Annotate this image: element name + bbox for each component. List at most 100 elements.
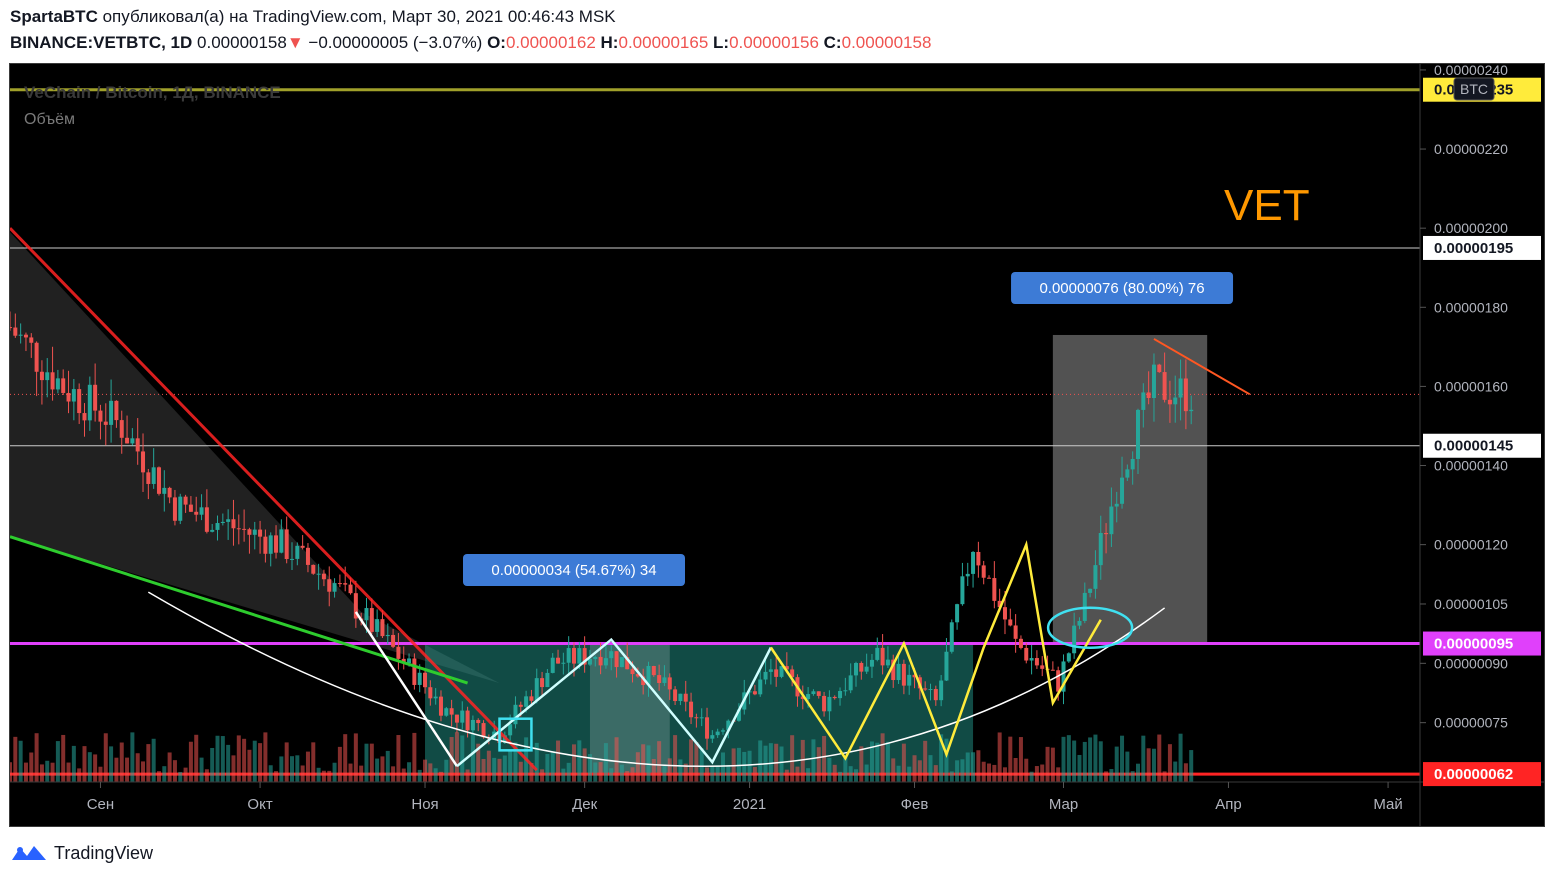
tradingview-footer[interactable]: TradingView (10, 842, 153, 864)
candle-body (1008, 619, 1013, 626)
volume-bar (1109, 769, 1114, 782)
y-tick-label: 0.00000220 (1434, 141, 1508, 157)
candle-body (933, 689, 938, 701)
chart-area[interactable]: 0.00000034 (54.67%) 34 0.00000076 (80.00%… (9, 63, 1545, 827)
candle-body (401, 658, 406, 664)
volume-bar (82, 746, 87, 782)
volume-bar (470, 734, 475, 782)
volume-bar (1008, 736, 1013, 782)
candle-body (566, 648, 571, 663)
down-arrow-icon: ▼ (286, 33, 304, 52)
volume-bar (204, 769, 209, 782)
volume-bar (1136, 763, 1140, 782)
volume-bar (508, 751, 513, 782)
volume-bar (619, 764, 624, 782)
candle-body (752, 691, 757, 695)
volume-bar (268, 765, 273, 782)
volume-bar (93, 754, 98, 782)
volume-bar (109, 746, 114, 782)
volume-bar (880, 733, 885, 782)
candle-body (609, 651, 614, 659)
volume-bar (162, 766, 167, 782)
volume-bar (726, 764, 731, 782)
volume-bar (992, 764, 997, 782)
currency-badge (1453, 77, 1495, 101)
candle-body (816, 691, 821, 696)
ohlc-line: BINANCE:VETBTC, 1D 0.00000158▼ −0.000000… (10, 33, 931, 53)
volume-bar (1034, 766, 1039, 782)
low-value: 0.00000156 (729, 33, 819, 52)
candle-body (449, 708, 454, 715)
candle-body (556, 657, 561, 664)
volume-bar (305, 751, 310, 782)
candle-body (295, 545, 300, 559)
candle-body (71, 389, 76, 402)
volume-bar (1162, 771, 1167, 782)
candle-body (949, 622, 954, 652)
candle-body (412, 658, 417, 685)
volume-bar (194, 734, 199, 782)
volume-bar (199, 757, 204, 782)
candle-body (252, 529, 257, 535)
candle-body (178, 496, 183, 521)
candle-body (1018, 638, 1023, 648)
candle-body (561, 662, 566, 664)
volume-bar (146, 744, 151, 782)
candle-body (667, 677, 672, 690)
price-badge-label: 0.00000062 (1434, 766, 1513, 783)
volume-bar (114, 757, 119, 782)
candle-body (146, 472, 151, 484)
symbol-label: BINANCE:VETBTC, 1D (10, 33, 193, 52)
price-badge (1423, 235, 1541, 260)
volume-bar (321, 770, 326, 782)
volume-bar (188, 741, 193, 782)
candle-body (204, 507, 209, 532)
volume-bar (274, 771, 279, 782)
volume-bar (130, 732, 135, 782)
candle-body (162, 487, 167, 494)
candle-body (305, 547, 310, 565)
candle-body (524, 696, 529, 707)
volume-bar (1114, 746, 1119, 782)
candle-body (827, 696, 832, 712)
zigzag-cyan (456, 637, 772, 768)
volume-bar (417, 769, 422, 782)
volume-bar (891, 758, 896, 782)
x-tick-label: Окт (247, 796, 272, 813)
candle-body (673, 689, 678, 702)
volume-bar (119, 742, 124, 782)
candle-body (1040, 665, 1045, 669)
candle-body (896, 663, 901, 681)
candle-body (1002, 607, 1007, 620)
candle-body (337, 583, 342, 585)
volume-label: Объём (24, 111, 75, 128)
volume-bar (997, 732, 1002, 782)
candle-body (758, 679, 763, 695)
candle-body (689, 701, 694, 718)
volume-bar (561, 768, 566, 782)
downtrend-shade (10, 232, 500, 684)
candle-body (1109, 506, 1114, 535)
volume-bar (454, 732, 459, 782)
candle-body (151, 467, 156, 484)
y-tick-label: 0.00000160 (1434, 378, 1508, 394)
volume-bar (66, 762, 71, 782)
volume-bar (103, 733, 108, 782)
volume-bar (603, 743, 608, 782)
candle-body (444, 708, 449, 716)
candle-body (768, 669, 773, 672)
volume-bar (167, 752, 172, 782)
volume-bar (625, 771, 630, 782)
author-name[interactable]: SpartaBTC (10, 7, 98, 26)
volume-bar (758, 740, 763, 782)
candle-body (407, 658, 412, 664)
volume-bar (380, 756, 385, 782)
candle-body (460, 710, 465, 723)
y-tick-label: 0.00000140 (1434, 458, 1508, 474)
candle-body (242, 528, 247, 530)
price-chart[interactable]: 0.00000034 (54.67%) 34 0.00000076 (80.00%… (10, 64, 1544, 826)
y-tick-label: 0.00000090 (1434, 655, 1508, 671)
candle-body (470, 719, 475, 731)
candle-body (103, 421, 108, 425)
volume-bar (284, 742, 289, 782)
